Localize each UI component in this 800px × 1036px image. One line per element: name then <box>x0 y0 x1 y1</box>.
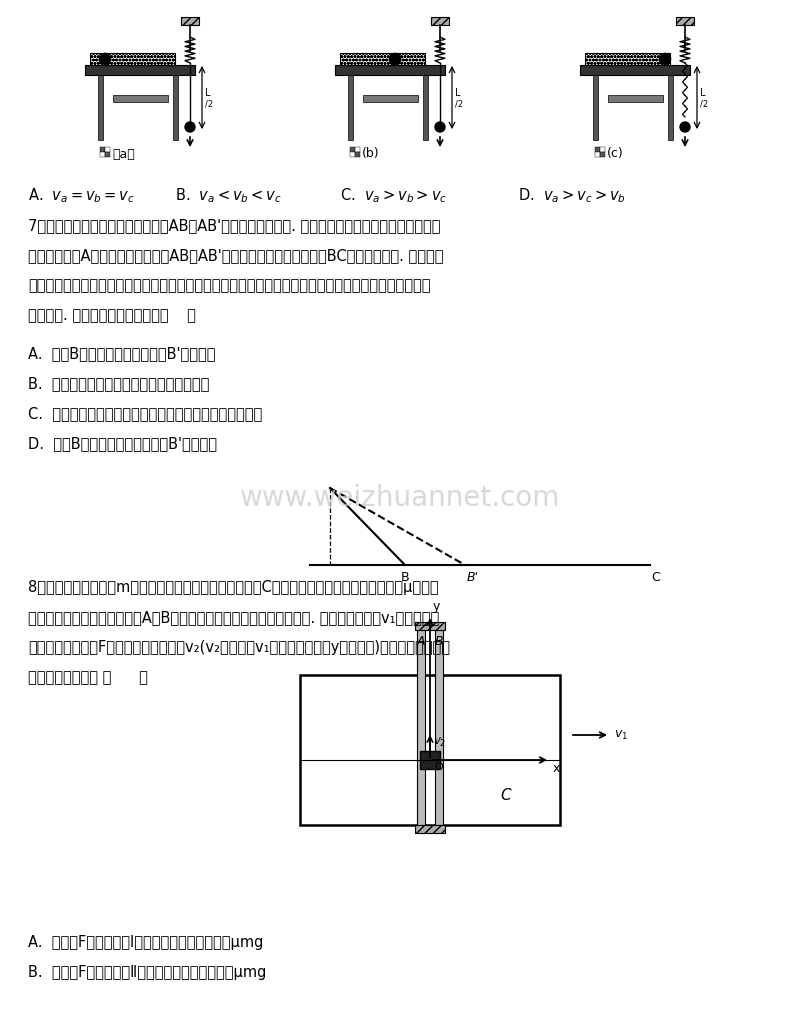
Bar <box>422 75 427 140</box>
Bar <box>340 53 425 65</box>
Text: B.  若拉力F的方向在第Ⅱ象限，则其大小可能小于μmg: B. 若拉力F的方向在第Ⅱ象限，则其大小可能小于μmg <box>28 965 266 980</box>
Bar <box>595 152 600 157</box>
Text: B: B <box>434 635 443 648</box>
Bar <box>415 825 445 833</box>
Text: O: O <box>434 762 442 772</box>
Text: B.  甲滑行的总路程一定大于乙滑行的总路程: B. 甲滑行的总路程一定大于乙滑行的总路程 <box>28 376 210 391</box>
Bar <box>600 147 605 152</box>
Bar <box>181 17 199 25</box>
Text: A.  甲在B点的速率一定大于乙在B'点的速率: A. 甲在B点的速率一定大于乙在B'点的速率 <box>28 346 215 361</box>
Bar <box>415 622 445 630</box>
Bar <box>355 147 360 152</box>
Text: 固定在水平地面上的光滑导槽A、B的控制，该物块只能沿水平导槽运动. 现使钢板以速度v₁向右匀速运: 固定在水平地面上的光滑导槽A、B的控制，该物块只能沿水平导槽运动. 现使钢板以速… <box>28 610 439 625</box>
Text: C.  甲全部滑行的水平位移一定大于乙全部滑行的水平位移: C. 甲全部滑行的水平位移一定大于乙全部滑行的水平位移 <box>28 406 262 421</box>
Bar <box>431 17 449 25</box>
Text: D.  $v_a>v_c>v_b$: D. $v_a>v_c>v_b$ <box>518 186 626 205</box>
Bar <box>98 75 102 140</box>
Text: A.  若拉力F的方向在第Ⅰ象限，则其大小一定大于μmg: A. 若拉力F的方向在第Ⅰ象限，则其大小一定大于μmg <box>28 936 263 950</box>
Text: (c): (c) <box>607 147 624 161</box>
Text: B.  $v_a<v_b<v_c$: B. $v_a<v_b<v_c$ <box>175 186 282 205</box>
Text: A: A <box>417 635 426 648</box>
Text: D.  甲在B点的动能一定大于乙在B'点的动能: D. 甲在B点的动能一定大于乙在B'点的动能 <box>28 436 217 451</box>
Text: B': B' <box>467 571 479 584</box>
Text: /2: /2 <box>455 99 463 109</box>
Bar <box>417 630 425 825</box>
Bar <box>607 95 662 102</box>
Text: 橇上不动. 则下列说法中正确的是（    ）: 橇上不动. 则下列说法中正确的是（ ） <box>28 308 196 323</box>
Bar <box>362 95 418 102</box>
Text: 全的滑沙橇从A点由静止开始分别沿AB和AB'滑下，最后都停在水平沙面BC上，如图所示. 设滑沙橇: 全的滑沙橇从A点由静止开始分别沿AB和AB'滑下，最后都停在水平沙面BC上，如图… <box>28 248 443 263</box>
Bar <box>355 152 360 157</box>
Text: 和沙面间的动摩擦因数处处相同，斜面与水平面连接处均可认为是圆滑的，滑沙者保持一定姿势坐在滑沙: 和沙面间的动摩擦因数处处相同，斜面与水平面连接处均可认为是圆滑的，滑沙者保持一定… <box>28 278 430 293</box>
Text: y: y <box>433 600 440 613</box>
Text: (b): (b) <box>362 147 380 161</box>
Circle shape <box>659 53 671 65</box>
Bar <box>580 65 690 75</box>
Text: A.  $v_a=v_b=v_c$: A. $v_a=v_b=v_c$ <box>28 186 135 205</box>
Bar <box>667 75 673 140</box>
Circle shape <box>185 122 195 132</box>
Text: $v_1$: $v_1$ <box>614 728 628 742</box>
Text: L: L <box>700 88 706 98</box>
Bar <box>420 751 440 769</box>
Text: （a）: （a） <box>112 147 134 161</box>
Circle shape <box>389 53 401 65</box>
Bar <box>100 147 105 152</box>
Bar <box>600 152 605 157</box>
Text: www.weizhuannet.com: www.weizhuannet.com <box>240 484 560 512</box>
Text: L: L <box>455 88 461 98</box>
Bar <box>90 53 175 65</box>
Text: B: B <box>401 571 410 584</box>
Bar <box>85 65 195 75</box>
Bar <box>350 152 355 157</box>
Text: 动，同时用水平力F拉动物块使其以速度v₂(v₂的方向与v₁的方向垂直，沿y轴正方向)沿槽匀速运动，以: 动，同时用水平力F拉动物块使其以速度v₂(v₂的方向与v₁的方向垂直，沿y轴正方… <box>28 640 450 655</box>
Circle shape <box>435 122 445 132</box>
Bar <box>173 75 178 140</box>
Text: x: x <box>553 762 560 775</box>
Text: /2: /2 <box>700 99 708 109</box>
Circle shape <box>99 53 111 65</box>
Text: $v_2$: $v_2$ <box>433 736 446 749</box>
Bar <box>347 75 353 140</box>
Circle shape <box>680 122 690 132</box>
Bar <box>585 53 670 65</box>
Bar <box>105 147 110 152</box>
Text: C: C <box>651 571 660 584</box>
Text: C.  $v_a>v_b>v_c$: C. $v_a>v_b>v_c$ <box>340 186 447 205</box>
Bar <box>105 152 110 157</box>
Text: /2: /2 <box>205 99 213 109</box>
Bar <box>335 65 445 75</box>
Bar <box>350 147 355 152</box>
Bar <box>435 630 443 825</box>
Text: 下说法中正确的是 （      ）: 下说法中正确的是 （ ） <box>28 670 148 685</box>
Bar <box>593 75 598 140</box>
Text: 7．在滑沙场有两个坡度不同的滑道AB和AB'（均可看作斜面）. 甲、乙两名旅游者分别乘两个相同完: 7．在滑沙场有两个坡度不同的滑道AB和AB'（均可看作斜面）. 甲、乙两名旅游者… <box>28 218 441 233</box>
Bar <box>300 675 560 825</box>
Text: L: L <box>205 88 210 98</box>
Bar <box>113 95 167 102</box>
Text: 8．如图所示，质量为m的长方体物块放在水平放置的钢板C上，物块与钢板间的动摩擦因数为μ，由于: 8．如图所示，质量为m的长方体物块放在水平放置的钢板C上，物块与钢板间的动摩擦因… <box>28 580 438 595</box>
Bar <box>595 147 600 152</box>
Bar <box>676 17 694 25</box>
Bar <box>100 152 105 157</box>
Text: C: C <box>500 787 510 803</box>
